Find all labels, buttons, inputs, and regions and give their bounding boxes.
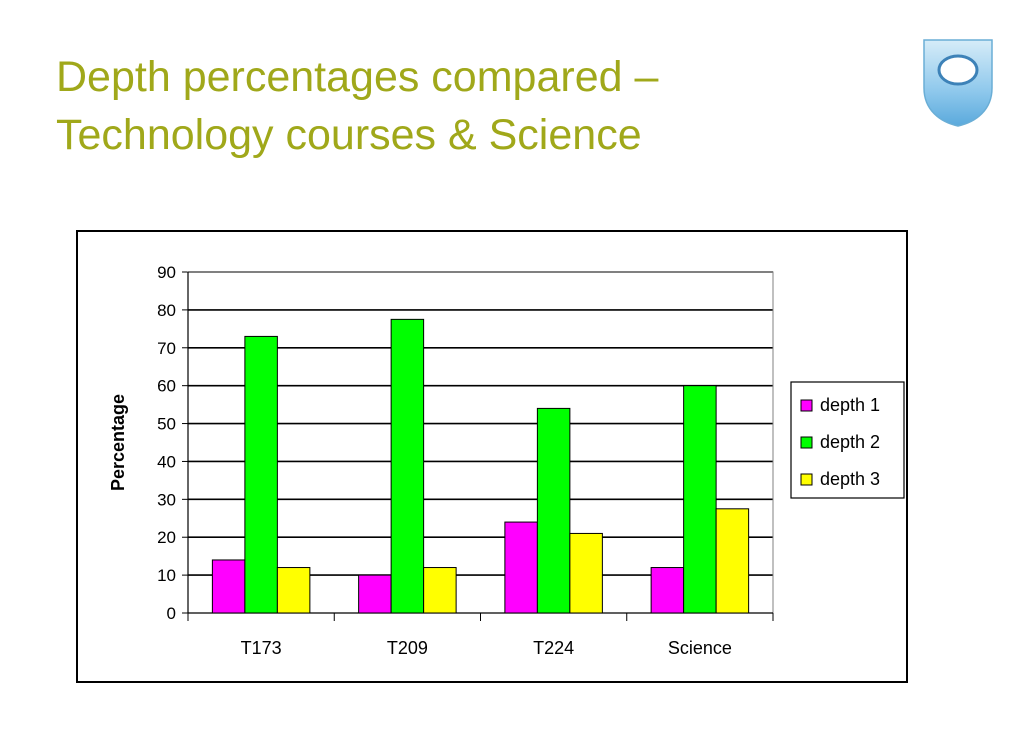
slide-title-line-1: Depth percentages compared – — [56, 53, 659, 101]
chart-frame: 0 10 20 30 40 50 60 70 80 90 Percentage T173 T209 T22… — [76, 230, 908, 683]
legend-swatch — [800, 473, 813, 486]
open-university-shield-icon — [920, 36, 996, 135]
y-tick-label: 40 — [157, 452, 176, 471]
x-tick-label: T173 — [241, 638, 282, 658]
y-axis-label: Percentage — [108, 394, 128, 491]
bar — [650, 567, 685, 614]
bar — [276, 567, 311, 614]
legend-label: depth 2 — [820, 432, 880, 452]
legend-label: depth 3 — [820, 469, 880, 489]
y-tick-label: 70 — [157, 339, 176, 358]
y-tick-label: 0 — [167, 604, 176, 623]
bar — [423, 567, 457, 614]
legend-swatch — [800, 399, 813, 412]
bar — [715, 508, 750, 614]
y-tick-label: 20 — [157, 528, 176, 547]
y-tick-label: 90 — [157, 263, 176, 282]
bar — [211, 559, 246, 614]
bar — [504, 521, 538, 614]
y-tick-label: 10 — [157, 566, 176, 585]
bar — [683, 385, 717, 614]
legend-label: depth 1 — [820, 395, 880, 415]
bar — [358, 574, 392, 614]
y-tick-label: 60 — [157, 377, 176, 396]
bar — [390, 318, 425, 614]
y-tick-label: 30 — [157, 490, 176, 509]
y-tick-label: 80 — [157, 301, 176, 320]
x-tick-label: T224 — [533, 638, 574, 658]
x-tick-label: Science — [668, 638, 732, 658]
legend-swatch — [800, 436, 813, 449]
bar — [569, 532, 603, 614]
bar-chart: 0 10 20 30 40 50 60 70 80 90 Percentage T173 T209 T22… — [108, 263, 905, 658]
slide-title-line-2: Technology courses & Science — [56, 111, 642, 159]
x-tick-label: T209 — [387, 638, 428, 658]
slide-title: Depth percentages compared – Technology … — [56, 48, 876, 164]
y-tick-label: 50 — [157, 415, 176, 434]
bar — [244, 335, 278, 614]
bar — [536, 407, 571, 614]
